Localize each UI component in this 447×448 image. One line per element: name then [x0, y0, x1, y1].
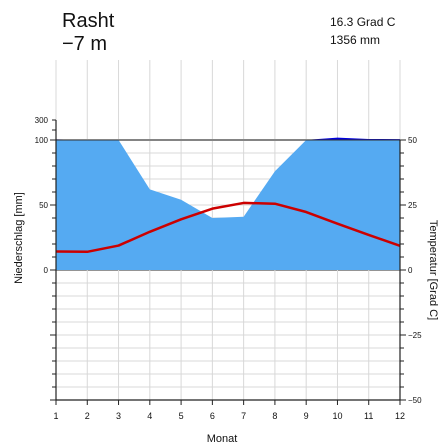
station-elevation: −7 m	[62, 33, 107, 55]
precipitation-tick-label: 50	[39, 201, 48, 210]
y-axis-label-right: Temperatur [Grad C]	[427, 220, 439, 320]
x-tick-label: 2	[85, 411, 90, 421]
annual-precipitation: 1356 mm	[330, 33, 380, 47]
x-tick-label: 7	[241, 411, 246, 421]
x-tick-label: 9	[304, 411, 309, 421]
x-tick-label: 12	[395, 411, 405, 421]
temperature-tick-label: −50	[408, 396, 422, 405]
precipitation-tick-label: 100	[35, 136, 49, 145]
x-tick-label: 4	[147, 411, 152, 421]
temperature-line	[55, 201, 401, 254]
annual-temperature: 16.3 Grad C	[330, 15, 396, 29]
temperature-tick-label: 0	[408, 266, 413, 275]
precipitation-excess-area	[56, 137, 400, 140]
x-tick-label: 11	[364, 411, 373, 421]
precipitation-area	[56, 140, 400, 270]
x-tick-label: 6	[210, 411, 215, 421]
precipitation-tick-label: 300	[35, 116, 49, 125]
x-tick-label: 5	[179, 411, 184, 421]
x-axis-label: Monat	[207, 433, 238, 445]
x-tick-label: 1	[53, 411, 58, 421]
temperature-tick-label: −25	[408, 331, 422, 340]
x-tick-label: 3	[116, 411, 121, 421]
y-axis-label-left: Niederschlag [mm]	[13, 192, 25, 284]
temperature-tick-label: 25	[408, 201, 417, 210]
precipitation-tick-label: 0	[44, 266, 49, 275]
temperature-tick-label: 50	[408, 136, 417, 145]
x-tick-label: 10	[332, 411, 342, 421]
x-tick-label: 8	[272, 411, 277, 421]
station-title: Rasht	[62, 10, 115, 32]
